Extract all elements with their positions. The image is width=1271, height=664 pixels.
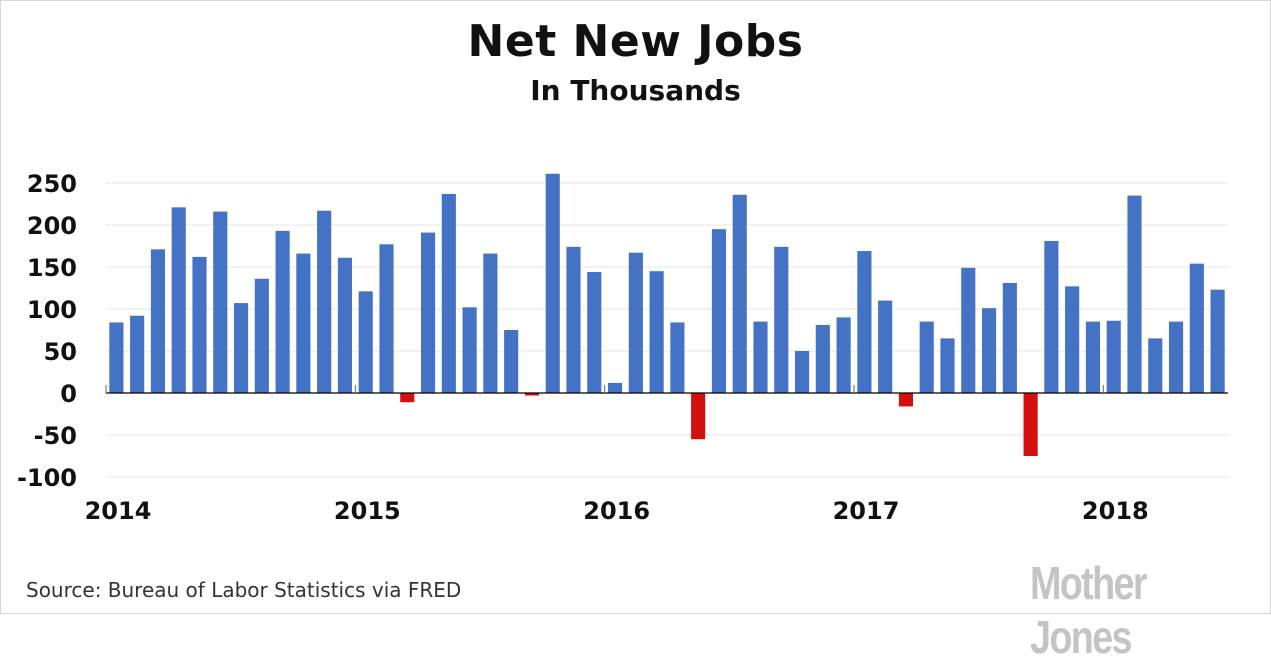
bar <box>379 244 394 393</box>
bar <box>545 173 560 393</box>
bar <box>961 267 976 393</box>
bar <box>732 194 747 393</box>
bar <box>1189 263 1204 393</box>
bar <box>1106 320 1121 393</box>
bar <box>317 210 332 393</box>
bar <box>711 229 727 393</box>
bar <box>213 211 228 393</box>
x-tick-label: 2017 <box>833 497 900 525</box>
bar <box>275 230 290 393</box>
bar <box>1002 282 1017 393</box>
y-tick-label: 250 <box>27 170 77 198</box>
bar <box>524 393 540 396</box>
bar <box>254 278 269 393</box>
bar <box>171 207 186 393</box>
brand-logo: Mother Jones <box>1030 557 1148 663</box>
x-tick-label: 2018 <box>1082 497 1149 525</box>
y-tick-label: 200 <box>27 212 77 240</box>
bar <box>753 321 768 393</box>
bar <box>130 315 145 393</box>
bar <box>420 232 436 393</box>
x-tick-label: 2016 <box>583 497 650 525</box>
bar <box>1210 289 1225 393</box>
bar <box>628 252 643 393</box>
bar <box>483 253 498 393</box>
bar <box>192 256 207 393</box>
y-tick-label: 0 <box>60 380 77 408</box>
bar <box>587 272 602 393</box>
y-tick-label: 50 <box>44 338 77 366</box>
bar <box>794 351 810 393</box>
bar <box>607 382 623 393</box>
bar <box>878 300 893 393</box>
bar <box>815 324 830 393</box>
bar-chart: 250 200 150 100 50 0 -50 -100 2014 2015 2016 2017 20… <box>17 170 1228 525</box>
bar <box>1148 338 1163 393</box>
bar <box>1127 195 1142 393</box>
bar <box>981 308 997 393</box>
bar <box>1023 393 1038 456</box>
bar <box>940 338 955 393</box>
bar <box>1168 321 1184 393</box>
source-note: Source: Bureau of Labor Statistics via F… <box>26 578 462 602</box>
bar <box>150 249 166 393</box>
bar <box>358 291 373 393</box>
bar <box>462 307 477 393</box>
bar <box>836 317 851 393</box>
bar <box>566 246 581 393</box>
bar <box>649 271 664 393</box>
y-tick-label: 150 <box>27 254 77 282</box>
bar <box>400 393 415 403</box>
y-tick-label: -50 <box>34 422 77 450</box>
chart-subtitle: In Thousands <box>530 74 741 107</box>
y-tick-label: 100 <box>27 296 77 324</box>
bar <box>233 303 249 393</box>
y-tick-label: -100 <box>17 464 77 492</box>
bar <box>296 253 311 393</box>
bar <box>857 251 872 393</box>
bar <box>774 246 789 393</box>
bar <box>337 257 353 393</box>
bar <box>441 193 456 393</box>
bar <box>1065 286 1080 393</box>
bar <box>1044 240 1059 393</box>
bar <box>1085 321 1101 393</box>
x-tick-label: 2014 <box>85 497 152 525</box>
x-tick-label: 2015 <box>334 497 401 525</box>
bar <box>109 322 124 393</box>
bar <box>898 393 914 407</box>
chart-title: Net New Jobs <box>467 16 804 67</box>
bar <box>691 393 706 440</box>
bar <box>919 321 934 393</box>
bar <box>504 330 519 393</box>
bar <box>670 322 685 393</box>
